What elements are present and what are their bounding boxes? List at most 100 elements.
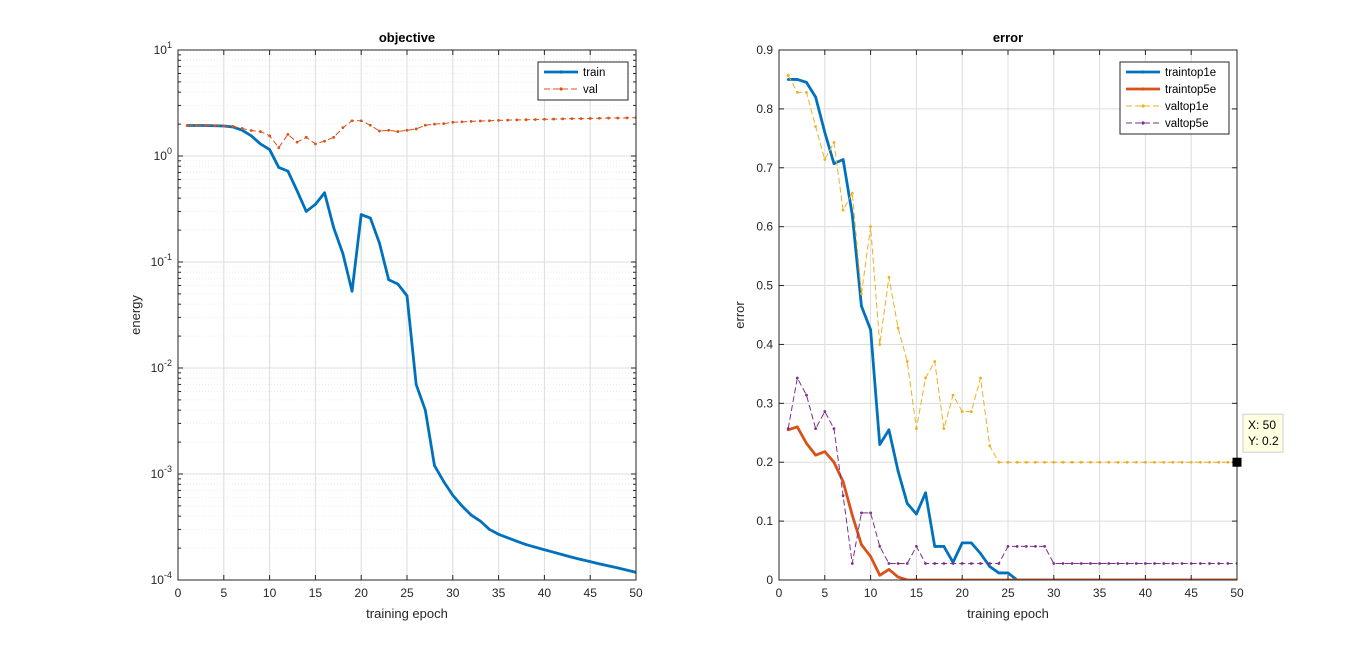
- error-series-valtop5e-point: [924, 562, 927, 565]
- error-series-valtop5e-point: [869, 511, 872, 515]
- error-series-valtop5e-point: [960, 562, 964, 565]
- error-series-valtop1e-point: [869, 225, 872, 229]
- objective-series-val-point: [314, 142, 317, 146]
- error-series-valtop5e-point: [915, 545, 918, 548]
- objective-series-train-point: [543, 548, 546, 552]
- objective-series-val-point: [185, 124, 189, 127]
- error-series-valtop5e-point: [1052, 562, 1056, 565]
- objective-series-train-point: [497, 532, 500, 536]
- objective-series-val-point: [506, 118, 510, 122]
- error-x-tick-label: 10: [864, 586, 878, 600]
- objective-series-val-point: [286, 132, 290, 136]
- objective-series-train-point: [259, 142, 262, 146]
- error-series-traintop1e-point: [786, 78, 790, 81]
- error-series-traintop1e-point: [832, 162, 836, 165]
- error-title: error: [993, 30, 1023, 45]
- error-series-valtop1e-point: [942, 427, 946, 431]
- objective-series-train-point: [552, 550, 555, 554]
- objective-ylabel: energy: [128, 295, 143, 335]
- error-series-valtop5e-point: [951, 562, 955, 565]
- error-series-traintop5e-point: [832, 460, 836, 464]
- error-series-traintop1e-point: [896, 469, 900, 473]
- objective-series-val-point: [222, 124, 226, 128]
- objective-series-val-point: [597, 116, 601, 120]
- error-datatip[interactable]: X: 50 Y: 0.2: [1232, 413, 1284, 467]
- error-series-valtop1e-point: [1116, 460, 1120, 464]
- error-series-valtop1e-point: [1034, 460, 1037, 464]
- error-series-valtop1e-point: [960, 410, 964, 413]
- error-plot[interactable]: 0 5 10 15 20 25 30 35 40 45 50 0 0.1 0.2 0.3 0.4 0.5 0.6 0…: [732, 30, 1284, 621]
- objective-series-val-point: [359, 119, 363, 123]
- error-series-valtop5e-point: [1125, 562, 1129, 565]
- error-series-valtop1e-point: [1153, 460, 1156, 464]
- error-ylabel: error: [732, 301, 747, 329]
- objective-series-train-point: [561, 553, 565, 557]
- error-series-valtop5e-point: [832, 427, 836, 431]
- error-series-valtop1e-point: [878, 343, 882, 346]
- objective-series-val-point: [524, 118, 528, 122]
- error-series-traintop1e-point: [1006, 571, 1010, 575]
- error-y-tick-label: 0.4: [756, 337, 773, 351]
- objective-series-val-point: [488, 119, 491, 123]
- objective-series-val-point: [561, 117, 565, 121]
- error-series-valtop1e-line: [787, 75, 1237, 463]
- error-series-valtop1e-point: [1144, 460, 1147, 464]
- error-series-valtop5e-point: [1171, 562, 1175, 565]
- error-series-traintop5e-point: [896, 575, 900, 579]
- error-series-valtop5e-point: [942, 562, 946, 565]
- objective-series-val-point: [259, 130, 262, 133]
- error-series-valtop5e-point: [1098, 562, 1101, 565]
- objective-x-tick-label: 45: [584, 586, 598, 600]
- objective-legend-label-train[interactable]: train: [583, 67, 605, 79]
- objective-plot[interactable]: 0 5 10 15 20 25 30 35 40 45 50 10-4 10-3 10-2 10-1 100 1…: [128, 30, 643, 621]
- datatip-marker[interactable]: [1232, 457, 1242, 467]
- objective-series-val-point: [543, 117, 546, 121]
- objective-series-train-point: [506, 536, 510, 540]
- error-series-valtop5e-point: [905, 562, 909, 565]
- error-series-traintop5e-line: [787, 425, 1237, 580]
- objective-series-train-point: [588, 560, 592, 563]
- error-series-traintop1e-point: [997, 571, 1001, 575]
- objective-legend-label-val[interactable]: val: [583, 84, 598, 96]
- objective-grid: [177, 49, 637, 581]
- error-ticks: 0 5 10 15 20 25 30 35 40 45 50 0 0.1 0.2 0.3 0.4 0.5 0.6 0…: [756, 43, 1244, 600]
- error-series-valtop1e-point: [1189, 460, 1193, 464]
- error-legend-label-traintop1e[interactable]: traintop1e: [1165, 67, 1216, 79]
- objective-series-train-point: [515, 539, 519, 543]
- error-x-tick-label: 30: [1047, 586, 1061, 600]
- objective-x-tick-label: 5: [220, 586, 227, 600]
- error-x-tick-label: 20: [956, 586, 970, 600]
- error-series-traintop5e-point: [887, 568, 891, 571]
- error-legend-label-valtop1e[interactable]: valtop1e: [1165, 101, 1208, 113]
- error-series-valtop5e-point: [1144, 562, 1147, 565]
- objective-series-train-point: [616, 566, 619, 570]
- error-y-tick-label: 0.9: [756, 43, 773, 57]
- error-legend-label-valtop5e[interactable]: valtop5e: [1165, 118, 1208, 130]
- error-x-tick-label: 45: [1185, 586, 1199, 600]
- objective-series-train-point: [424, 408, 427, 412]
- error-series-valtop1e-point: [1107, 460, 1111, 464]
- objective-series-train-point: [598, 562, 601, 566]
- error-x-tick-label: 25: [1001, 586, 1015, 600]
- objective-x-tick-label: 50: [629, 586, 643, 600]
- error-series-valtop5e-point: [1034, 545, 1037, 548]
- objective-series-val-point: [304, 135, 308, 139]
- objective-series-val-point: [368, 123, 372, 127]
- error-series-valtop1e-point: [988, 444, 992, 448]
- error-series-traintop5e-point: [878, 573, 882, 577]
- error-series-valtop5e-point: [823, 410, 827, 413]
- error-series-traintop5e-point: [796, 425, 799, 429]
- error-legend[interactable]: traintop1e traintop5e valtop1e valtop5e: [1119, 61, 1230, 135]
- error-series-valtop5e-point: [969, 562, 973, 565]
- error-series-valtop1e-point: [1043, 460, 1047, 464]
- error-series-valtop5e-point: [1162, 562, 1166, 565]
- error-series-valtop1e-point: [1180, 460, 1184, 464]
- objective-x-tick-label: 25: [400, 586, 414, 600]
- objective-legend[interactable]: train val: [537, 61, 629, 101]
- objective-series-train-point: [341, 252, 345, 255]
- objective-series-train-point: [396, 282, 400, 286]
- error-legend-label-traintop5e[interactable]: traintop5e: [1165, 84, 1216, 96]
- error-series-valtop1e-point: [1217, 460, 1221, 464]
- error-y-tick-label: 0.8: [756, 102, 773, 116]
